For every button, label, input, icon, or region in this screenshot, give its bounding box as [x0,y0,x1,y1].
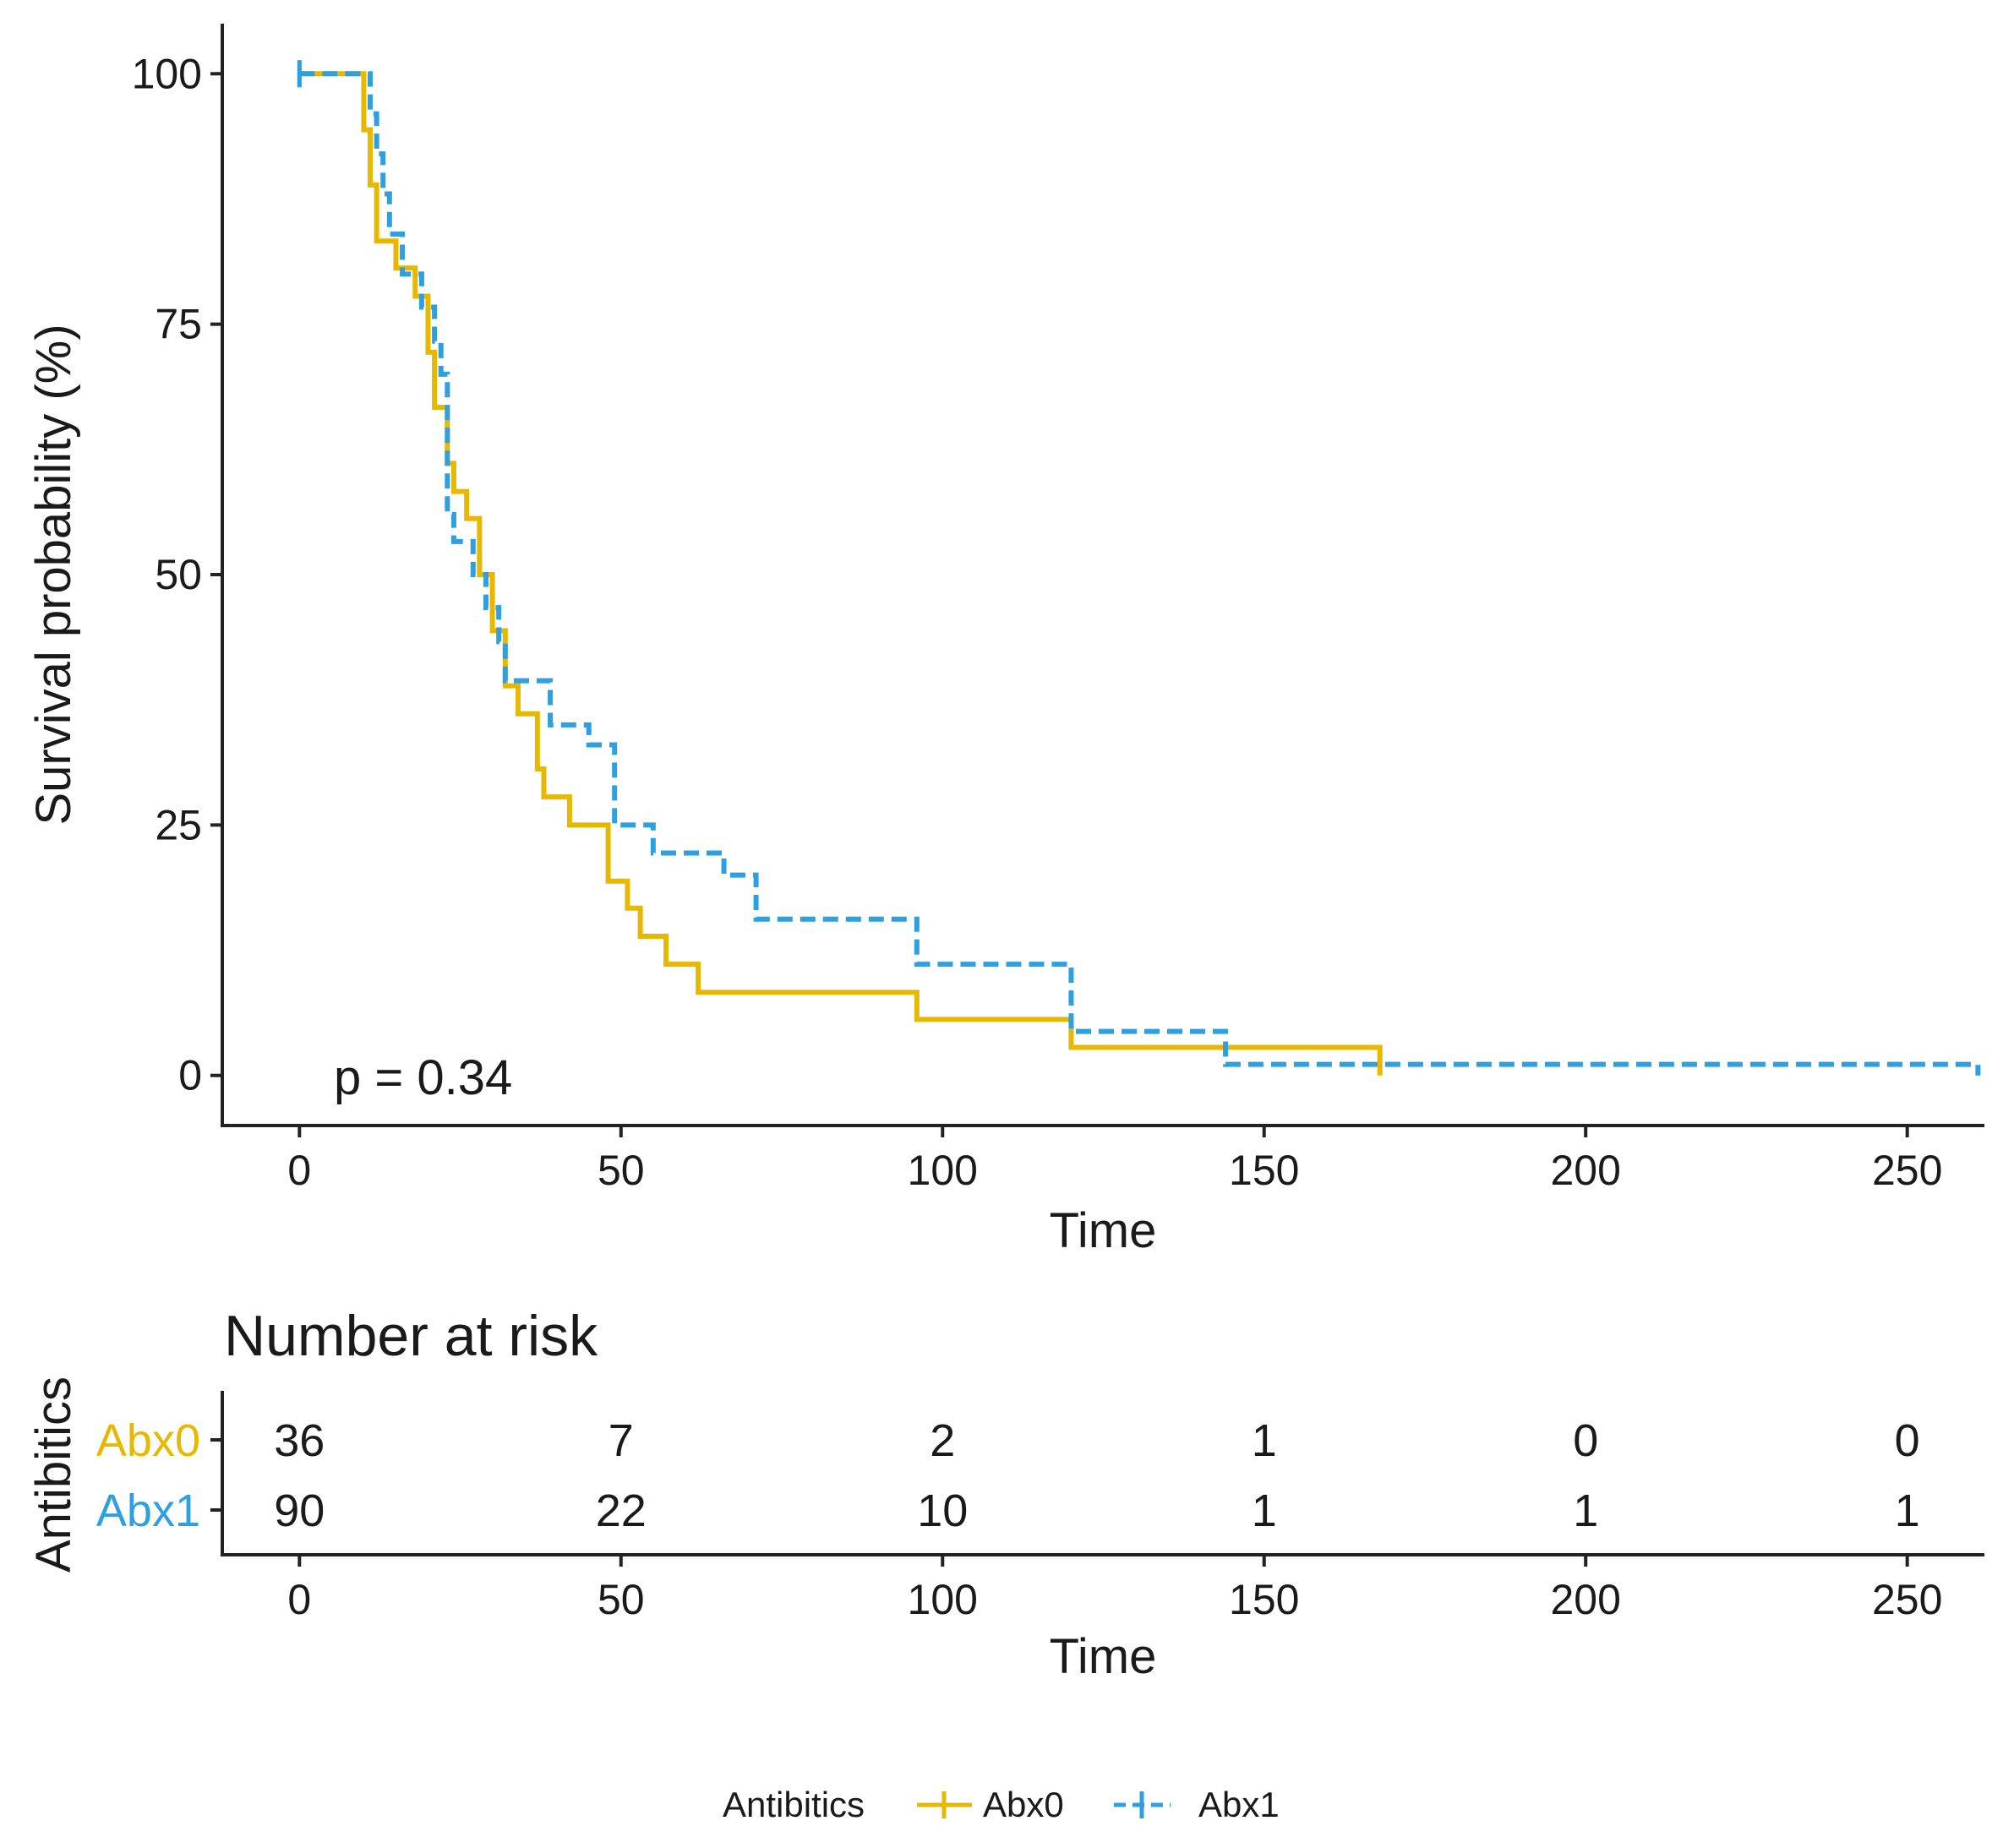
risk-value-abx1-250: 1 [1895,1485,1920,1536]
risk-y-axis-title: Antibitics [26,1376,81,1573]
risk-x-tick-label-100: 100 [908,1576,978,1623]
risk-x-tick-label-50: 50 [598,1576,645,1623]
y-tick-label-0: 0 [178,1052,202,1099]
x-tick-label-100: 100 [908,1147,978,1194]
legend: Antibitics Abx0 Abx1 [723,1785,1280,1824]
survival-curve-abx0 [299,71,1383,1076]
risk-row-label-abx1: Abx1 [96,1485,200,1536]
legend-item-abx0: Abx0 [917,1785,1064,1824]
risk-value-abx0-0: 36 [274,1415,325,1466]
risk-value-abx0-150: 1 [1252,1415,1277,1466]
risk-value-abx0-250: 0 [1895,1415,1920,1466]
risk-x-tick-label-150: 150 [1229,1576,1299,1623]
risk-x-axis-title: Time [1050,1629,1157,1684]
risk-x-axis-ticks: 0 50 100 150 200 250 [287,1555,1942,1623]
risk-value-abx1-0: 90 [274,1485,325,1536]
x-tick-label-0: 0 [287,1147,311,1194]
p-value-annotation: p = 0.34 [334,1050,512,1105]
risk-value-abx0-200: 0 [1573,1415,1598,1466]
survival-curves [297,60,1981,1076]
x-axis-title: Time [1050,1203,1157,1258]
y-axis-title: Survival probability (%) [26,324,81,825]
risk-table-title: Number at risk [224,1304,598,1368]
legend-item-abx1: Abx1 [1114,1785,1280,1824]
x-tick-label-50: 50 [598,1147,645,1194]
risk-row-labels: Abx0 Abx1 [96,1415,222,1536]
risk-value-abx0-100: 2 [930,1415,955,1466]
legend-title: Antibitics [723,1785,865,1824]
risk-x-tick-label-200: 200 [1550,1576,1620,1623]
risk-x-tick-label-250: 250 [1872,1576,1942,1623]
survival-plot: 0 25 50 75 100 0 50 100 150 200 250 Survival prob… [26,24,1984,1258]
risk-values: 36 7 2 1 0 090 22 10 1 1 1 [274,1415,1919,1536]
legend-label-abx1: Abx1 [1198,1785,1280,1824]
risk-value-abx1-100: 10 [917,1485,968,1536]
legend-label-abx0: Abx0 [983,1785,1064,1824]
y-axis-ticks: 0 25 50 75 100 [132,50,222,1099]
risk-value-abx1-50: 22 [596,1485,647,1536]
y-tick-label-100: 100 [132,50,202,97]
risk-value-abx1-200: 1 [1573,1485,1598,1536]
survival-curve-abx1 [299,71,1981,1076]
x-tick-label-250: 250 [1872,1147,1942,1194]
x-tick-label-200: 200 [1550,1147,1620,1194]
risk-value-abx1-150: 1 [1252,1485,1277,1536]
y-tick-label-75: 75 [155,301,202,348]
x-axis-ticks: 0 50 100 150 200 250 [287,1126,1942,1194]
risk-row-label-abx0: Abx0 [96,1415,200,1466]
y-tick-label-25: 25 [155,801,202,848]
risk-x-tick-label-0: 0 [287,1576,311,1623]
x-tick-label-150: 150 [1229,1147,1299,1194]
y-tick-label-50: 50 [155,551,202,598]
risk-value-abx0-50: 7 [609,1415,634,1466]
